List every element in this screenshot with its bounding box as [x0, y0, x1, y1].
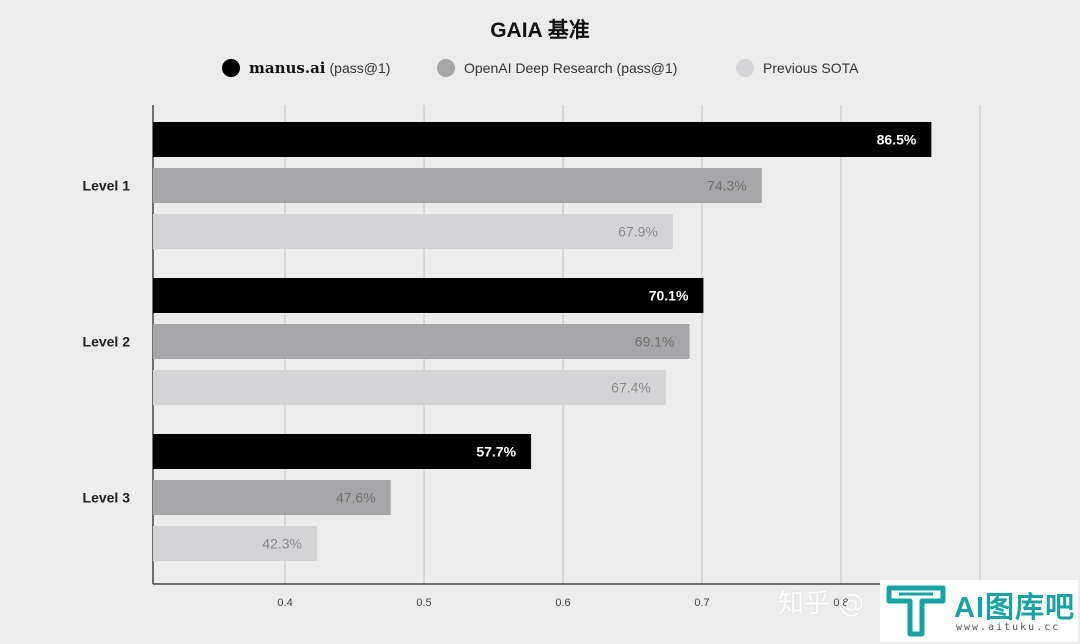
legend-swatch-manus — [222, 59, 240, 77]
bar-label-s0-c2: 57.7% — [476, 444, 516, 460]
x-tick-label-2: 0.6 — [555, 597, 570, 609]
legend-item-openai: OpenAI Deep Research (pass@1) — [437, 58, 677, 78]
bar-s1-c1 — [153, 324, 690, 359]
bar-s0-c1 — [153, 278, 704, 313]
x-tick-label-1: 0.5 — [416, 597, 431, 609]
watermark: 知乎 @ AI图库吧 www.aituku.cc — [778, 578, 1078, 642]
bar-s2-c1 — [153, 370, 666, 405]
bar-label-s1-c0: 74.3% — [707, 178, 747, 194]
bar-s2-c2 — [153, 526, 318, 561]
legend-label-openai: OpenAI Deep Research (pass@1) — [464, 60, 678, 76]
legend-label-manus-brand: manus.ai — [249, 59, 326, 77]
category-label-1: Level 2 — [83, 334, 131, 350]
category-label-0: Level 1 — [83, 178, 131, 194]
chart-title: GAIA 基准 — [490, 19, 590, 42]
bar-label-s2-c2: 42.3% — [262, 536, 302, 552]
bar-s0-c2 — [153, 434, 532, 469]
legend-label-previous-sota: Previous SOTA — [763, 60, 859, 76]
bar-label-s0-c1: 70.1% — [649, 288, 689, 304]
legend-label-manus-suffix: (pass@1) — [329, 60, 391, 76]
legend-swatch-previous-sota — [736, 59, 754, 77]
bar-label-s0-c0: 86.5% — [877, 132, 917, 148]
x-tick-label-4: 0.8 — [833, 597, 848, 609]
legend-swatch-openai — [437, 59, 455, 77]
bar-label-s1-c2: 47.6% — [336, 490, 376, 506]
category-label-2: Level 3 — [83, 490, 131, 506]
bar-label-s2-c1: 67.4% — [611, 380, 651, 396]
watermark-badge: AI图库吧 www.aituku.cc — [880, 580, 1078, 642]
bar-label-s2-c0: 67.9% — [618, 224, 658, 240]
aituku-logo-icon — [886, 585, 946, 637]
legend-item-previous-sota: Previous SOTA — [736, 58, 858, 78]
x-tick-label-3: 0.7 — [694, 597, 709, 609]
bar-s1-c2 — [153, 480, 391, 515]
x-tick-label-0: 0.4 — [277, 597, 292, 609]
legend-item-manus: manus.ai (pass@1) — [222, 58, 390, 78]
bar-label-s1-c1: 69.1% — [635, 334, 675, 350]
watermark-brand-text: AI图库吧 — [954, 592, 1076, 624]
bar-s0-c0 — [153, 122, 932, 157]
bar-s1-c0 — [153, 168, 762, 203]
watermark-zhihu-text: 知乎 @ — [778, 589, 865, 619]
bar-s2-c0 — [153, 214, 673, 249]
watermark-url-text: www.aituku.cc — [956, 622, 1061, 633]
